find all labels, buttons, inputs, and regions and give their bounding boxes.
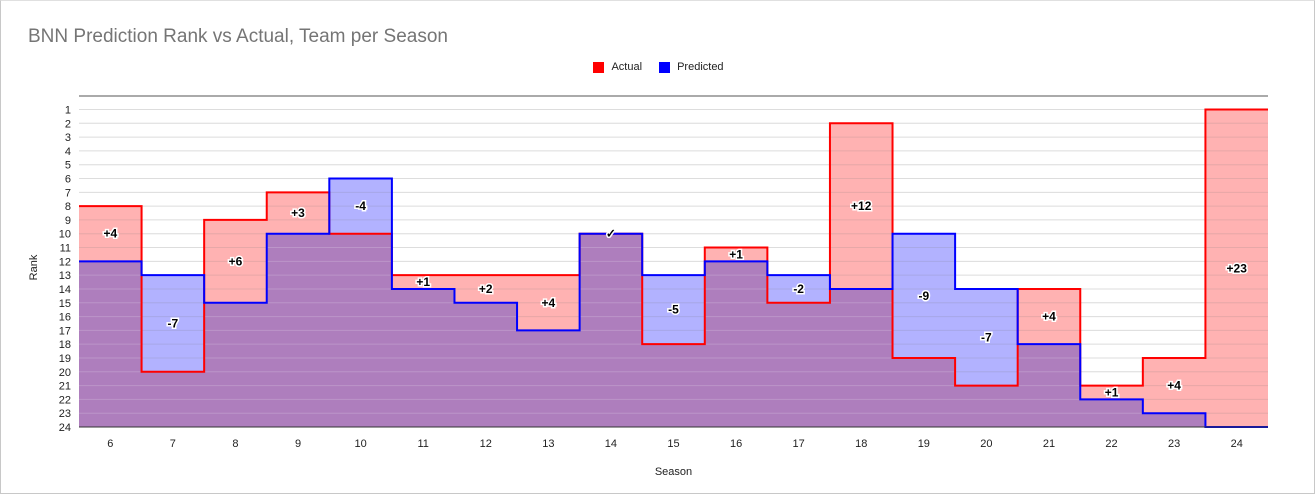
x-tick-label: 19 [918, 438, 930, 450]
diff-annotation: -4 [355, 199, 366, 213]
y-axis-title: Rank [28, 254, 40, 280]
y-tick-label: 8 [65, 201, 71, 213]
diff-annotation: +4 [541, 296, 555, 310]
diff-annotation: ✓ [606, 227, 616, 241]
diff-annotation: +6 [229, 254, 243, 268]
legend-item-actual[interactable]: Actual [593, 61, 642, 73]
legend-swatch-predicted [659, 61, 671, 73]
y-tick-label: 21 [59, 381, 71, 393]
y-tick-label: 10 [59, 229, 71, 241]
x-tick-label: 13 [542, 438, 554, 450]
y-tick-label: 9 [65, 215, 71, 227]
diff-annotation: +4 [1042, 310, 1056, 324]
legend-label-actual: Actual [611, 61, 643, 73]
x-tick-label: 9 [295, 438, 301, 450]
legend-label-predicted: Predicted [677, 61, 724, 73]
y-tick-label: 19 [59, 353, 71, 365]
series-fills [79, 109, 1268, 428]
y-tick-label: 7 [65, 187, 71, 199]
overlap-area [79, 233, 1268, 427]
diff-annotation: +23 [1227, 261, 1248, 275]
x-tick-label: 15 [667, 438, 679, 450]
diff-annotation: -7 [981, 330, 992, 344]
y-tick-label: 23 [59, 408, 71, 420]
x-tick-label: 22 [1105, 438, 1117, 450]
legend-swatch-actual [593, 61, 605, 73]
x-tick-label: 23 [1168, 438, 1180, 450]
diff-annotation: -9 [918, 289, 929, 303]
x-tick-label: 8 [232, 438, 238, 450]
diff-annotation: +1 [1105, 385, 1119, 399]
axes: 1234567891011121314151617181920212223246… [59, 95, 1268, 450]
y-tick-label: 18 [59, 339, 71, 351]
y-tick-label: 22 [59, 394, 71, 406]
chart-title: BNN Prediction Rank vs Actual, Team per … [28, 26, 448, 47]
x-tick-label: 14 [605, 438, 617, 450]
diff-annotation: +1 [416, 275, 430, 289]
x-tick-label: 7 [170, 438, 176, 450]
annotations: +4 -7 +6 +3 -4 +1 +2 +4 ✓ -5 +1 -2 +12 -9 -7 +4 +1 +4 +23 [102, 198, 1249, 401]
y-tick-label: 16 [59, 312, 71, 324]
diff-annotation: -2 [793, 282, 804, 296]
series-lines [79, 108, 1268, 428]
diff-annotation: +3 [291, 206, 305, 220]
y-tick-label: 12 [59, 256, 71, 268]
legend-item-predicted[interactable]: Predicted [659, 61, 724, 73]
y-tick-label: 13 [59, 270, 71, 282]
x-tick-label: 21 [1043, 438, 1055, 450]
x-tick-label: 20 [980, 438, 992, 450]
y-tick-label: 3 [65, 132, 71, 144]
diff-annotation: -5 [668, 303, 679, 317]
y-tick-label: 20 [59, 367, 71, 379]
y-tick-label: 17 [59, 325, 71, 337]
diff-annotation: +1 [729, 247, 743, 261]
legend: Actual Predicted [1, 61, 1315, 76]
series-line-predicted [79, 177, 1268, 428]
x-tick-label: 10 [354, 438, 366, 450]
diff-annotation: +2 [479, 282, 493, 296]
y-tick-label: 6 [65, 174, 71, 186]
diff-annotation: -7 [168, 316, 179, 330]
diff-annotation: +12 [851, 199, 872, 213]
series-line-actual [79, 108, 1268, 387]
diff-annotation: +4 [103, 227, 117, 241]
y-tick-label: 14 [59, 284, 71, 296]
y-tick-label: 15 [59, 298, 71, 310]
x-tick-label: 17 [793, 438, 805, 450]
y-tick-label: 5 [65, 160, 71, 172]
y-tick-label: 2 [65, 118, 71, 130]
diff-annotation: +4 [1167, 379, 1181, 393]
y-tick-label: 1 [65, 105, 71, 117]
x-tick-label: 16 [730, 438, 742, 450]
x-tick-label: 18 [855, 438, 867, 450]
x-tick-label: 12 [480, 438, 492, 450]
x-axis-title: Season [655, 466, 692, 478]
x-tick-label: 6 [107, 438, 113, 450]
y-tick-label: 4 [65, 146, 71, 158]
y-tick-label: 24 [59, 422, 71, 434]
x-tick-label: 11 [417, 438, 428, 450]
x-tick-label: 24 [1231, 438, 1243, 450]
y-tick-label: 11 [60, 243, 71, 255]
